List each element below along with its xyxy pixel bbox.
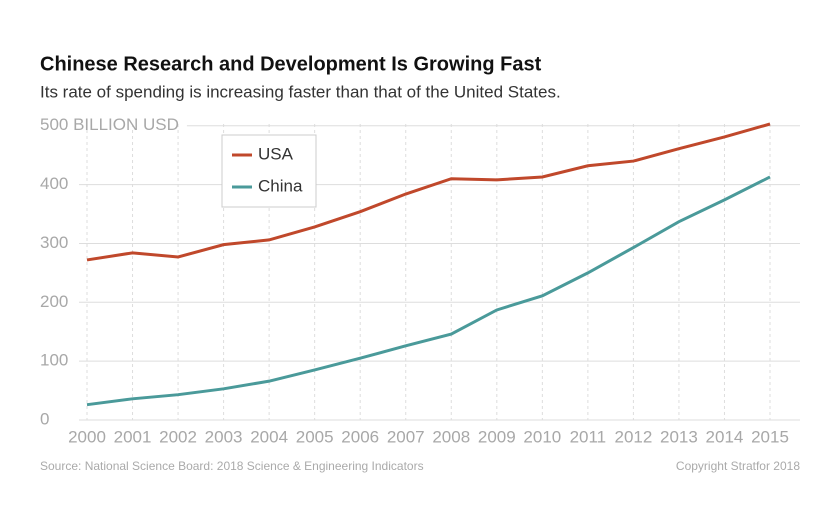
line-series: [86, 175, 771, 407]
x-tick-label: 2004: [250, 427, 288, 446]
x-tick-label: 2001: [114, 427, 152, 446]
y-tick-label: 100: [40, 351, 68, 370]
y-tick-label: 0: [40, 409, 49, 428]
legend-box: [221, 134, 317, 208]
chart-title: Chinese Research and Development Is Grow…: [40, 53, 542, 75]
x-tick-label: 2012: [614, 427, 652, 446]
x-tick-label: 2014: [706, 427, 744, 446]
legend-label: China: [258, 176, 303, 195]
line-series: [86, 122, 771, 262]
x-tick-label: 2010: [523, 427, 561, 446]
copyright: Copyright Stratfor 2018: [676, 459, 800, 473]
x-tick-label: 2005: [296, 427, 334, 446]
grid: [79, 124, 800, 421]
legend: USA China: [221, 134, 317, 208]
legend-label: USA: [258, 144, 294, 163]
x-tick-label: 2015: [751, 427, 789, 446]
x-tick-label: 2006: [341, 427, 379, 446]
x-tick-label: 2008: [432, 427, 470, 446]
x-tick-label: 2009: [478, 427, 516, 446]
x-tick-label: 2011: [570, 427, 607, 446]
x-tick-label: 2000: [68, 427, 106, 446]
y-tick-label: 400: [40, 174, 68, 193]
chart-subtitle: Its rate of spending is increasing faste…: [40, 82, 561, 101]
x-tick-label: 2007: [387, 427, 425, 446]
x-tick-label: 2002: [159, 427, 197, 446]
y-tick-label: 300: [40, 233, 68, 252]
source: Source: National Science Board: 2018 Sci…: [40, 459, 424, 473]
x-tick-label: 2013: [660, 427, 698, 446]
y-tick-label: 500 BILLION USD: [40, 115, 179, 134]
y-tick-label: 200: [40, 292, 68, 311]
x-tick-label: 2003: [205, 427, 243, 446]
